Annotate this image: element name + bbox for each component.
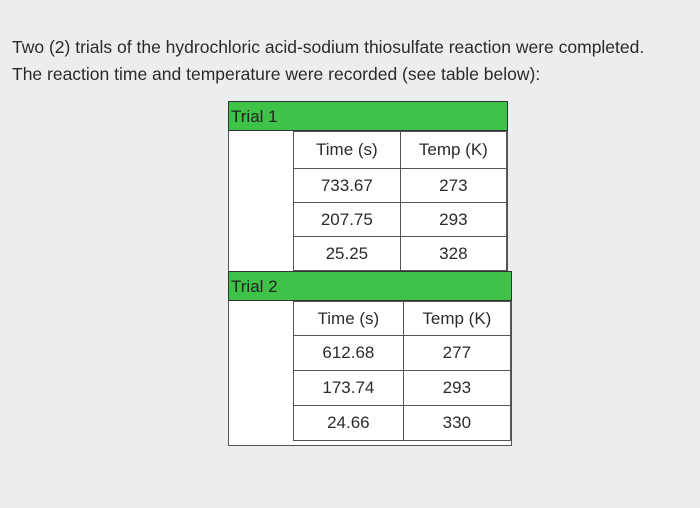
table-row: 733.67 273: [293, 168, 508, 203]
trial-2-table: Time (s) Temp (K) 612.68 277 173.74 293 …: [293, 301, 512, 441]
trial-2-body: Time (s) Temp (K) 612.68 277 173.74 293 …: [228, 301, 512, 446]
cell-temp: 293: [402, 370, 512, 406]
cell-time: 173.74: [293, 370, 404, 406]
table-row: 207.75 293: [293, 202, 508, 237]
cell-time: 207.75: [293, 202, 401, 237]
trial-2-block: Trial 2 Time (s) Temp (K) 612.68 277 173…: [228, 271, 512, 446]
trial-1-body: Time (s) Temp (K) 733.67 273 207.75 293 …: [228, 131, 508, 272]
intro-line-2: The reaction time and temperature were r…: [12, 64, 541, 84]
cell-temp: 273: [399, 168, 508, 203]
column-header-time: Time (s): [293, 131, 401, 169]
trial-1-table: Time (s) Temp (K) 733.67 273 207.75 293 …: [293, 131, 508, 271]
table-header-row: Time (s) Temp (K): [293, 301, 512, 336]
cell-temp: 328: [399, 236, 508, 271]
table-row: 612.68 277: [293, 335, 512, 371]
trial-2-header: Trial 2: [228, 271, 512, 301]
cell-temp: 330: [402, 405, 512, 441]
intro-line-1: Two (2) trials of the hydrochloric acid-…: [12, 37, 645, 57]
cell-time: 612.68: [293, 335, 404, 371]
table-row: 173.74 293: [293, 370, 512, 406]
cell-time: 733.67: [293, 168, 401, 203]
table-header-row: Time (s) Temp (K): [293, 131, 508, 169]
table-row: 25.25 328: [293, 236, 508, 271]
table-row: 24.66 330: [293, 405, 512, 441]
cell-temp: 277: [402, 335, 512, 371]
column-header-time: Time (s): [293, 301, 404, 336]
trial-1-header: Trial 1: [228, 101, 508, 131]
intro-text: Two (2) trials of the hydrochloric acid-…: [12, 34, 692, 88]
cell-temp: 293: [399, 202, 508, 237]
trial-1-block: Trial 1 Time (s) Temp (K) 733.67 273 207…: [228, 101, 508, 272]
column-header-temp: Temp (K): [399, 131, 508, 169]
column-header-temp: Temp (K): [402, 301, 512, 336]
cell-time: 25.25: [293, 236, 401, 271]
cell-time: 24.66: [293, 405, 404, 441]
